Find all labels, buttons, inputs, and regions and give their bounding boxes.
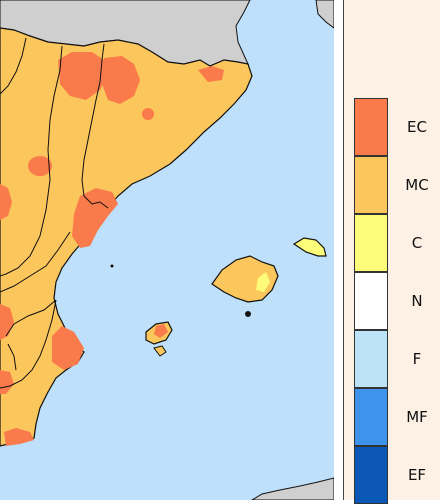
legend-label-ec: EC	[407, 118, 427, 136]
cabrera-island	[245, 311, 251, 317]
columbretes-islet	[110, 264, 114, 268]
legend-swatch-f	[354, 330, 388, 388]
panel-divider	[334, 0, 343, 500]
legend-label-c: C	[411, 234, 423, 252]
legend-item-c: C	[354, 214, 440, 272]
legend-label-ef: EF	[407, 466, 427, 484]
ec-patch-valencia-south	[52, 326, 84, 370]
legend-swatch-n	[354, 272, 388, 330]
legend-item-n: N	[354, 272, 440, 330]
ec-patch-pyrenees-east	[198, 66, 224, 82]
map-svg	[0, 0, 334, 500]
menorca-island	[292, 237, 327, 257]
ibiza-ec-patch	[154, 324, 168, 338]
ec-patch-pyrenees-west	[58, 52, 108, 100]
ec-patch-west-edge	[0, 184, 12, 220]
map-panel	[0, 0, 335, 500]
legend-panel: EC MC C N F MF EF	[343, 0, 440, 504]
legend-item-mf: MF	[354, 388, 440, 446]
legend-item-f: F	[354, 330, 440, 388]
legend-label-mc: MC	[405, 176, 429, 194]
legend-item-ef: EF	[354, 446, 440, 504]
ec-patch-south-coast	[4, 428, 34, 446]
legend-swatch-mc	[354, 156, 388, 214]
ec-patch-ebro-delta	[72, 188, 118, 248]
regional-borders	[0, 37, 109, 389]
sardinia-land	[315, 0, 334, 29]
legend-label-f: F	[412, 350, 422, 368]
legend-swatch-ef	[354, 446, 388, 504]
legend-swatch-mf	[354, 388, 388, 446]
legend-swatch-ec	[354, 98, 388, 156]
legend-swatch-c	[354, 214, 388, 272]
ec-patch-aragon	[28, 156, 52, 176]
legend-label-n: N	[411, 292, 423, 310]
ec-patch-west-lower	[0, 370, 14, 394]
ec-patch-pyrenees-central	[102, 56, 140, 104]
legend-item-mc: MC	[354, 156, 440, 214]
legend-label-mf: MF	[406, 408, 428, 426]
legend-item-ec: EC	[354, 98, 440, 156]
africa-land	[251, 477, 334, 500]
ec-patch-small-1	[142, 108, 154, 120]
ec-patch-west-mid	[0, 304, 14, 340]
formentera-island	[153, 345, 167, 357]
mallorca-c-patch	[256, 272, 270, 292]
